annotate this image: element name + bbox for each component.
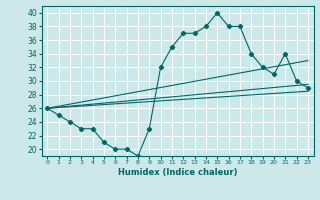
X-axis label: Humidex (Indice chaleur): Humidex (Indice chaleur): [118, 168, 237, 177]
